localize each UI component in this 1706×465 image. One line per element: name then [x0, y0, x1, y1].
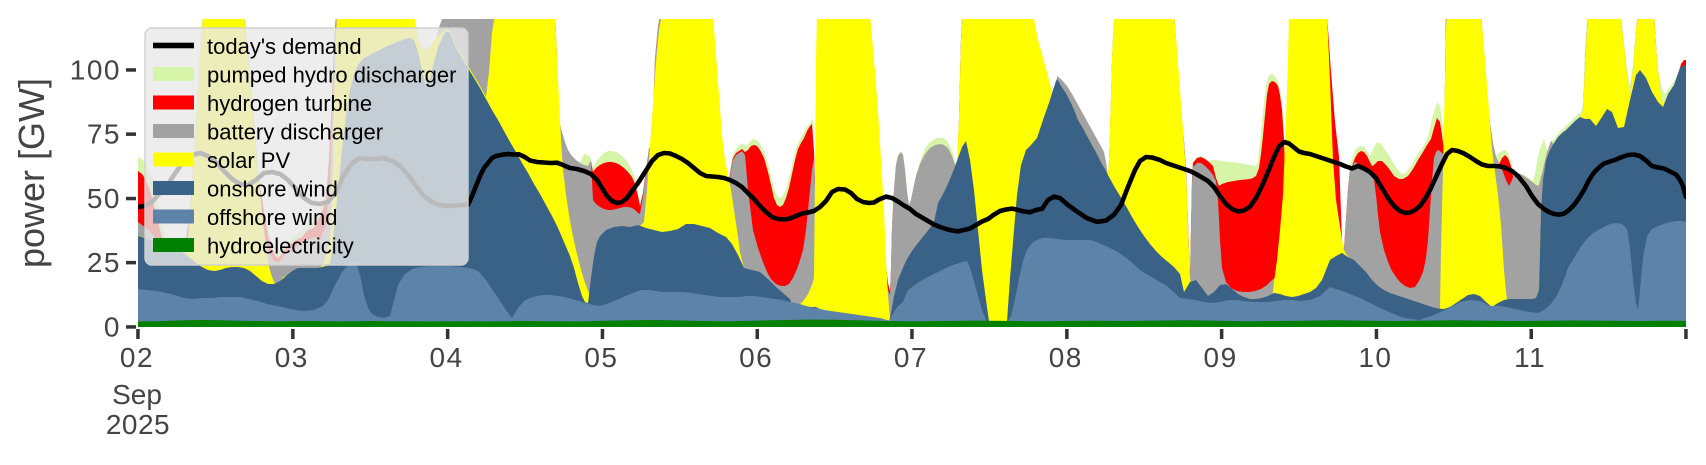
svg-text:05: 05	[584, 342, 618, 373]
svg-text:2025: 2025	[106, 409, 170, 440]
svg-text:75: 75	[87, 119, 121, 150]
svg-text:25: 25	[87, 247, 121, 278]
svg-text:09: 09	[1204, 342, 1238, 373]
svg-text:battery discharger: battery discharger	[207, 120, 383, 145]
svg-text:08: 08	[1049, 342, 1083, 373]
svg-text:07: 07	[894, 342, 928, 373]
svg-text:hydrogen turbine: hydrogen turbine	[207, 91, 372, 116]
svg-text:03: 03	[275, 342, 309, 373]
svg-text:solar PV: solar PV	[207, 148, 290, 173]
svg-text:onshore wind: onshore wind	[207, 177, 338, 202]
svg-text:100: 100	[70, 55, 121, 86]
svg-text:hydroelectricity: hydroelectricity	[207, 234, 354, 259]
svg-text:offshore wind: offshore wind	[207, 205, 337, 230]
svg-text:04: 04	[430, 342, 464, 373]
svg-text:50: 50	[87, 183, 121, 214]
svg-text:06: 06	[739, 342, 773, 373]
svg-text:11: 11	[1514, 342, 1546, 373]
svg-text:0: 0	[104, 312, 121, 343]
svg-text:today's demand: today's demand	[207, 34, 362, 59]
svg-text:10: 10	[1358, 342, 1392, 373]
svg-text:power [GW]: power [GW]	[11, 78, 52, 268]
svg-text:pumped hydro discharger: pumped hydro discharger	[207, 63, 456, 88]
svg-text:02: 02	[120, 342, 154, 373]
svg-text:Sep: Sep	[112, 379, 162, 410]
